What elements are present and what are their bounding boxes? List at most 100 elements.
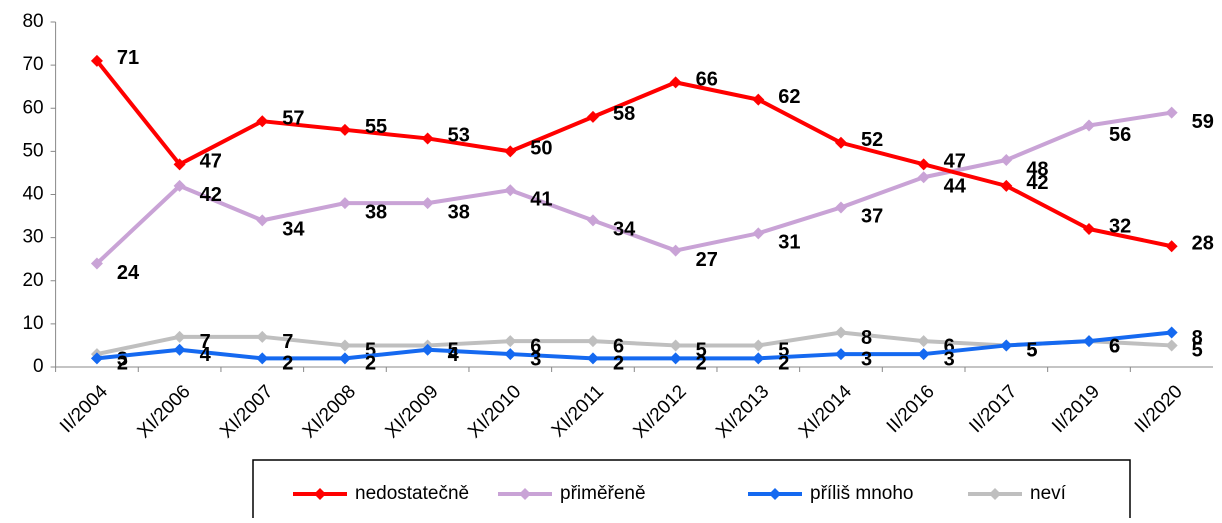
marker (1000, 154, 1013, 166)
legend-label: příliš mnoho (810, 483, 914, 504)
marker (1165, 339, 1178, 352)
data-label: 6 (1109, 335, 1120, 357)
marker (338, 123, 351, 136)
x-tick-label: II/2016 (883, 381, 939, 437)
data-label: 42 (1026, 172, 1048, 194)
marker (1165, 326, 1178, 339)
marker (421, 132, 434, 145)
marker (1082, 335, 1095, 348)
data-label: 28 (1192, 233, 1214, 255)
legend-label: přiměřeně (560, 483, 646, 504)
marker (917, 348, 930, 361)
y-tick-label: 40 (22, 184, 43, 205)
data-label: 52 (861, 129, 883, 151)
series-line (95, 59, 1173, 249)
data-label: 2 (613, 353, 624, 375)
x-tick-label: XI/2014 (795, 381, 856, 442)
marker (917, 158, 930, 171)
marker (504, 184, 517, 197)
marker (421, 197, 434, 210)
data-label: 34 (282, 219, 305, 241)
data-label: 53 (448, 125, 470, 147)
marker (586, 352, 599, 365)
data-label: 47 (944, 151, 966, 173)
x-tick-label: XI/2010 (464, 381, 525, 442)
data-label: 5 (778, 340, 789, 362)
marker (338, 197, 351, 210)
data-label: 2 (778, 353, 789, 375)
marker (752, 352, 765, 365)
marker (834, 348, 847, 361)
data-label: 57 (282, 107, 304, 129)
series-line (96, 330, 1172, 361)
marker (1165, 106, 1178, 119)
marker (504, 145, 517, 158)
data-label: 47 (200, 151, 222, 173)
data-label: 6 (530, 335, 541, 357)
data-label: 5 (1026, 340, 1037, 362)
marker (256, 115, 269, 128)
data-label: 2 (117, 353, 128, 375)
data-label: 5 (365, 340, 376, 362)
marker (917, 335, 930, 348)
data-label: 41 (530, 188, 552, 210)
data-label: 44 (944, 176, 967, 198)
marker (834, 136, 847, 149)
marker (752, 339, 765, 352)
marker (669, 352, 682, 365)
marker (173, 158, 186, 171)
data-label: 8 (861, 327, 872, 349)
data-label: 3 (944, 348, 955, 370)
x-tick-label: II/2017 (965, 381, 1021, 437)
data-label: 31 (778, 232, 800, 254)
data-label: 6 (944, 335, 955, 357)
legend-marker (519, 488, 531, 500)
marker (504, 348, 517, 361)
marker (338, 352, 351, 365)
marker (586, 335, 599, 348)
data-label: 24 (117, 262, 140, 284)
marker (669, 339, 682, 352)
data-label: 71 (117, 47, 139, 69)
marker (256, 214, 269, 227)
marker (1000, 339, 1013, 352)
x-tick-label: XI/2013 (712, 381, 773, 442)
legend-box (252, 459, 1131, 521)
marker (834, 201, 847, 214)
data-label: 58 (613, 103, 635, 125)
data-label: 59 (1192, 111, 1214, 133)
data-label: 62 (778, 86, 800, 108)
marker (173, 330, 186, 343)
marker (256, 330, 269, 343)
series-line (95, 110, 1172, 265)
y-tick-label: 10 (22, 313, 43, 334)
legend-marker (989, 488, 1001, 500)
data-label: 38 (365, 201, 387, 223)
data-label: 8 (1192, 327, 1203, 349)
x-tick-label: II/2020 (1131, 381, 1187, 437)
x-tick-label: II/2004 (56, 381, 112, 437)
data-label: 2 (696, 353, 707, 375)
data-label: 32 (1109, 215, 1131, 237)
marker (1082, 223, 1095, 235)
marker (173, 343, 186, 356)
data-label: 7 (282, 331, 293, 353)
data-label: 48 (1026, 158, 1048, 180)
y-tick-label: 0 (33, 356, 44, 377)
marker (917, 171, 930, 184)
marker (752, 93, 765, 106)
data-label: 2 (365, 353, 376, 375)
y-tick-label: 80 (22, 11, 43, 32)
marker (586, 214, 599, 227)
data-label: 3 (861, 348, 872, 370)
marker (90, 352, 103, 365)
marker (421, 343, 434, 356)
marker (504, 335, 517, 348)
data-label: 34 (613, 219, 636, 241)
data-label: 2 (282, 353, 293, 375)
y-tick-label: 30 (22, 227, 43, 248)
series-line (96, 330, 1172, 357)
marker (669, 76, 682, 89)
marker (586, 110, 599, 123)
